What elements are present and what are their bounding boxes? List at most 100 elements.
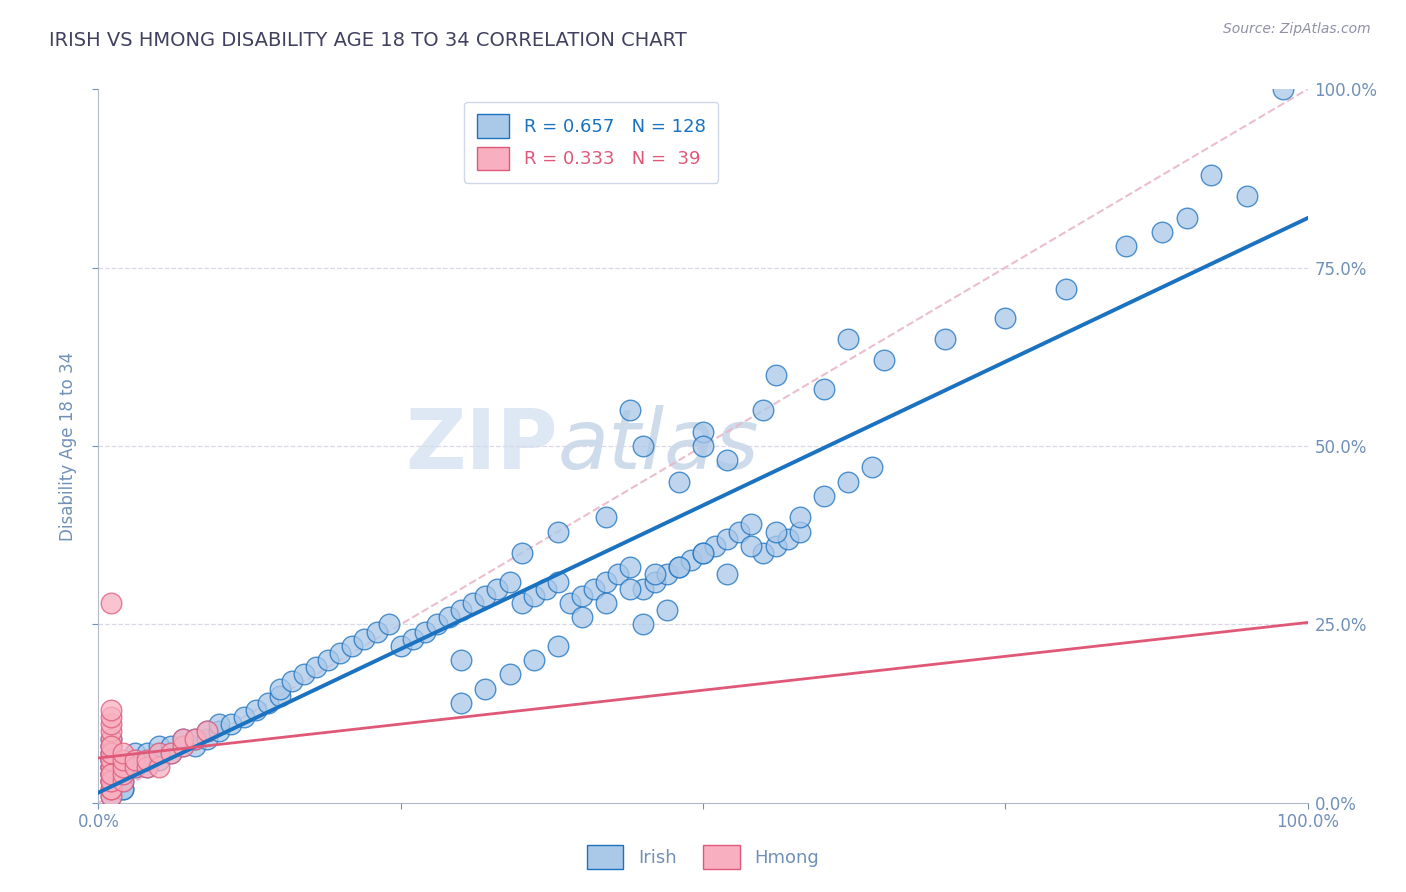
Point (160, 746, 183, 760)
Point (534, 582, 557, 596)
Point (994, 310, 1017, 325)
Point (595, 510, 617, 524)
Point (789, 524, 811, 539)
Point (100, 781, 122, 796)
Point (111, 760, 134, 774)
Point (160, 739, 183, 753)
Point (619, 403, 641, 417)
Point (208, 717, 231, 731)
Point (329, 646, 352, 660)
Point (100, 596, 122, 610)
Point (837, 475, 859, 489)
Point (644, 574, 666, 589)
Point (148, 746, 170, 760)
Point (100, 767, 122, 781)
Point (100, 781, 122, 796)
Point (692, 439, 714, 453)
Point (100, 774, 122, 789)
Point (873, 353, 896, 368)
Point (704, 539, 727, 553)
Point (100, 739, 122, 753)
Point (100, 774, 122, 789)
Point (124, 753, 146, 767)
Point (583, 582, 606, 596)
Point (860, 460, 883, 475)
Point (172, 739, 194, 753)
Point (1054, 282, 1077, 296)
Point (124, 753, 146, 767)
Point (740, 517, 762, 532)
Point (100, 753, 122, 767)
Point (1272, 82, 1295, 96)
Point (172, 731, 194, 746)
Point (426, 617, 449, 632)
Point (269, 689, 291, 703)
Point (413, 624, 436, 639)
Point (100, 731, 122, 746)
Point (124, 760, 146, 774)
Point (655, 603, 678, 617)
Point (269, 681, 291, 696)
Point (619, 560, 641, 574)
Point (111, 753, 134, 767)
Point (184, 739, 207, 753)
Point (668, 560, 690, 574)
Point (245, 703, 267, 717)
Point (100, 710, 122, 724)
Point (510, 546, 533, 560)
Point (765, 539, 787, 553)
Legend: R = 0.657   N = 128, R = 0.333   N =  39: R = 0.657 N = 128, R = 0.333 N = 39 (464, 102, 718, 183)
Point (668, 560, 690, 574)
Point (692, 546, 714, 560)
Point (450, 653, 472, 667)
Point (752, 546, 775, 560)
Point (728, 524, 751, 539)
Point (765, 368, 787, 382)
Point (377, 617, 399, 632)
Point (450, 603, 472, 617)
Point (124, 760, 146, 774)
Point (716, 453, 738, 467)
Point (813, 382, 835, 396)
Point (195, 724, 218, 739)
Point (463, 596, 485, 610)
Legend: Irish, Hmong: Irish, Hmong (581, 838, 825, 876)
Point (619, 582, 641, 596)
Point (571, 610, 593, 624)
Point (595, 574, 617, 589)
Point (595, 596, 617, 610)
Point (100, 774, 122, 789)
Point (740, 539, 762, 553)
Point (644, 567, 666, 582)
Point (100, 760, 122, 774)
Point (232, 710, 254, 724)
Point (195, 731, 218, 746)
Point (547, 524, 569, 539)
Point (160, 746, 183, 760)
Point (486, 582, 509, 596)
Point (100, 789, 122, 803)
Point (668, 475, 690, 489)
Point (1199, 168, 1222, 182)
Point (111, 767, 134, 781)
Point (100, 731, 122, 746)
Point (100, 746, 122, 760)
Point (135, 760, 157, 774)
Point (1115, 239, 1137, 253)
Point (316, 653, 339, 667)
Point (558, 596, 581, 610)
Point (934, 332, 956, 346)
Point (353, 632, 375, 646)
Point (111, 781, 134, 796)
Point (655, 567, 678, 582)
Point (292, 667, 315, 681)
Point (208, 724, 231, 739)
Point (100, 746, 122, 760)
Point (221, 717, 243, 731)
Point (474, 681, 496, 696)
Point (135, 746, 157, 760)
Point (111, 774, 134, 789)
Point (111, 767, 134, 781)
Y-axis label: Disability Age 18 to 34: Disability Age 18 to 34 (59, 351, 77, 541)
Point (256, 696, 278, 710)
